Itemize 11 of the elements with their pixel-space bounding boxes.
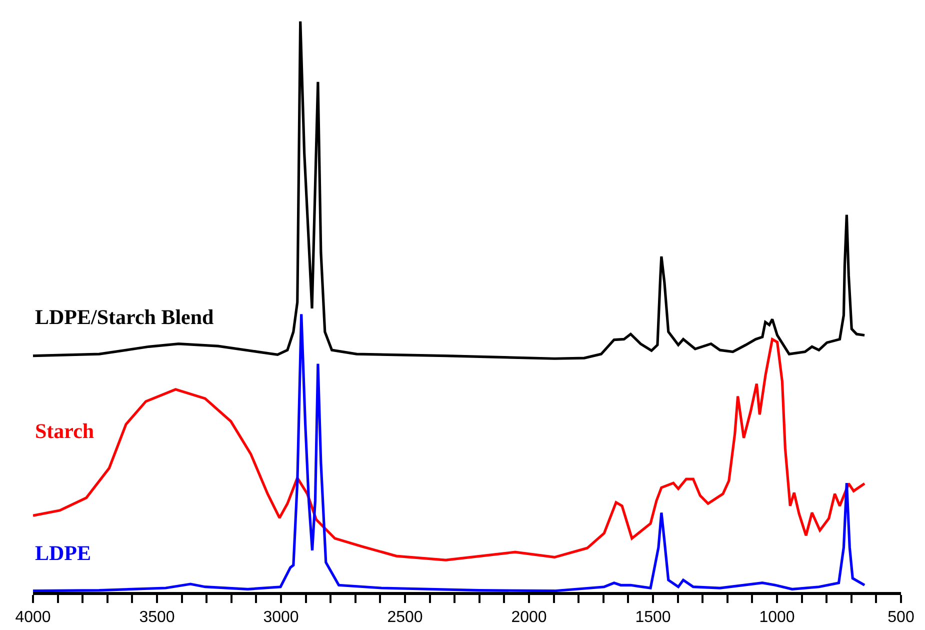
- x-tick-label: 3000: [263, 609, 299, 626]
- x-tick-label: 2500: [387, 609, 423, 626]
- series-label: LDPE/Starch Blend: [35, 305, 214, 329]
- series-label: LDPE: [35, 541, 92, 565]
- x-tick-label: 3500: [139, 609, 175, 626]
- x-tick-label: 4000: [15, 609, 51, 626]
- x-tick-label: 2000: [511, 609, 547, 626]
- x-tick-label: 1000: [759, 609, 795, 626]
- series-label: Starch: [35, 419, 94, 443]
- x-tick-label: 1500: [635, 609, 671, 626]
- x-tick-label: 500: [888, 609, 914, 626]
